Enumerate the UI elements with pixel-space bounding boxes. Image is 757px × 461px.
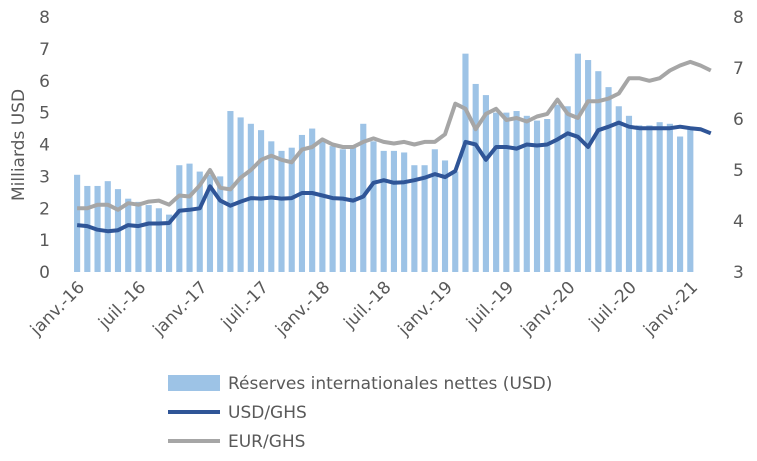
x-tick-label: janv.-20	[517, 278, 580, 341]
bar	[258, 130, 265, 272]
bar	[237, 117, 244, 272]
bar	[217, 176, 224, 272]
bar	[431, 149, 438, 272]
y-tick-label: 1	[39, 231, 50, 251]
x-tick-label: juil.-17	[217, 278, 273, 334]
y2-tick-label: 6	[733, 110, 744, 130]
bar	[564, 106, 571, 272]
y-tick-label: 4	[39, 136, 50, 156]
bar	[574, 53, 581, 272]
bar	[74, 174, 81, 272]
y-tick-label: 3	[39, 167, 50, 187]
bar	[319, 141, 326, 272]
y-axis-title: Milliards USD	[9, 89, 29, 201]
x-tick-label: juil.-16	[94, 278, 150, 334]
y-tick-label: 5	[39, 104, 50, 124]
bar	[605, 87, 612, 272]
x-tick-label: janv.-21	[639, 278, 702, 341]
bar	[329, 146, 336, 272]
x-tick-label: janv.-18	[271, 278, 334, 341]
bar	[268, 141, 275, 272]
bar	[666, 123, 673, 272]
bar	[196, 171, 203, 272]
bar	[472, 83, 479, 272]
bar	[411, 165, 418, 272]
bar	[380, 150, 387, 272]
bar	[544, 119, 551, 272]
bar	[84, 185, 91, 272]
bar	[554, 104, 561, 272]
bar	[503, 112, 510, 272]
bar	[523, 115, 530, 272]
bar	[288, 147, 295, 272]
legend-label: Réserves internationales nettes (USD)	[228, 374, 552, 394]
bar	[533, 120, 541, 272]
y-tick-label: 2	[39, 199, 50, 219]
x-tick-label: janv.-19	[394, 278, 457, 341]
bar	[176, 165, 183, 272]
x-tick-label: janv.-17	[149, 278, 212, 341]
x-tick-label: juil.-18	[340, 278, 396, 334]
bar	[452, 171, 459, 272]
bar	[390, 150, 397, 272]
bar	[104, 181, 111, 272]
y-tick-label: 7	[39, 40, 50, 60]
bar	[401, 152, 408, 272]
bar	[125, 198, 132, 272]
y-tick-label: 6	[39, 72, 50, 92]
legend-swatch	[168, 375, 220, 391]
bar	[441, 160, 449, 272]
bar	[595, 71, 602, 272]
bar	[615, 106, 622, 272]
bar	[656, 122, 663, 272]
bar	[462, 53, 469, 272]
bar	[135, 201, 142, 272]
line	[77, 59, 712, 212]
bar	[186, 163, 193, 272]
y2-tick-label: 8	[733, 8, 744, 28]
bar	[349, 147, 357, 272]
bar	[370, 141, 377, 272]
y2-tick-label: 7	[733, 59, 744, 79]
y2-tick-label: 5	[733, 161, 744, 181]
bar	[298, 134, 306, 272]
line	[76, 120, 712, 234]
bar	[155, 208, 162, 272]
bar	[687, 128, 694, 272]
bar	[145, 205, 152, 272]
y2-tick-label: 3	[733, 263, 744, 283]
bar	[513, 111, 520, 272]
bar	[646, 125, 653, 272]
bar	[421, 165, 428, 272]
y-tick-label: 8	[39, 8, 50, 28]
legend-label: EUR/GHS	[228, 432, 305, 452]
bar	[206, 174, 214, 272]
bar	[482, 95, 489, 272]
bar	[309, 128, 316, 272]
x-tick-label: juil.-19	[462, 278, 518, 334]
bar	[677, 136, 684, 272]
x-tick-label: juil.-20	[585, 278, 641, 334]
bar	[585, 60, 592, 272]
bar	[166, 214, 173, 272]
bar	[339, 149, 346, 272]
bar	[625, 115, 633, 272]
bar	[278, 150, 285, 272]
bar	[493, 112, 500, 272]
bar	[636, 125, 643, 272]
bar	[227, 111, 234, 272]
x-tick-label: janv.-16	[26, 278, 89, 341]
y-tick-label: 0	[39, 263, 50, 283]
legend-label: USD/GHS	[228, 403, 307, 423]
y2-tick-label: 4	[733, 212, 744, 232]
